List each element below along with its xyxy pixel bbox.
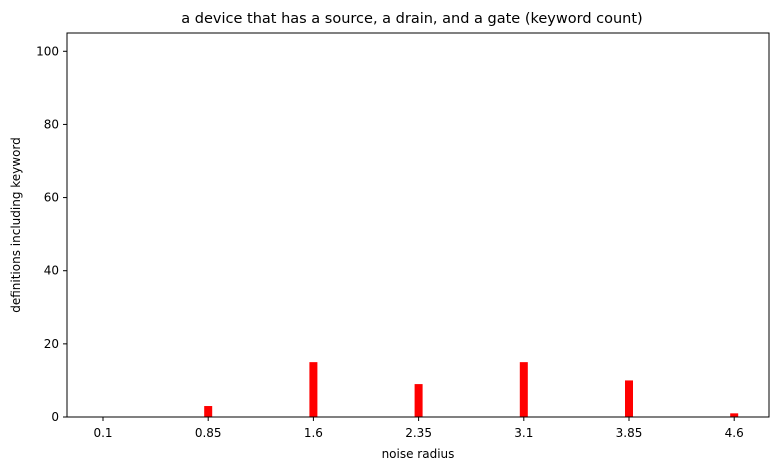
y-axis-label: definitions including keyword [9, 137, 23, 313]
plot-frame [66, 32, 770, 418]
x-tick-label: 3.1 [514, 426, 533, 440]
x-axis-label: noise radius [382, 447, 455, 461]
x-tick-label: 0.85 [195, 426, 222, 440]
y-tick-label: 60 [44, 191, 59, 205]
x-tick-label: 4.6 [725, 426, 744, 440]
y-tick-label: 100 [36, 44, 59, 58]
bar-4.6 [730, 413, 739, 417]
bar-2.35 [414, 384, 423, 417]
x-tick-label: 3.85 [616, 426, 643, 440]
bar-0.85 [204, 406, 213, 417]
bar-1.6 [309, 362, 318, 417]
y-tick-label: 0 [51, 410, 59, 424]
x-tick-label: 0.1 [93, 426, 112, 440]
y-tick-label: 40 [44, 264, 59, 278]
y-tick-label: 20 [44, 337, 59, 351]
x-axis: 0.1 0.85 1.6 2.35 3.1 3.85 4.6 [93, 417, 744, 440]
bar-3.1 [519, 362, 528, 417]
x-tick-label: 1.6 [304, 426, 323, 440]
bars-group [204, 362, 739, 417]
x-tick-label: 2.35 [405, 426, 432, 440]
y-tick-label: 80 [44, 117, 59, 131]
bar-3.85 [625, 380, 633, 417]
y-axis: 0 20 40 60 80 100 [36, 44, 67, 424]
chart-title: a device that has a source, a drain, and… [181, 11, 642, 27]
